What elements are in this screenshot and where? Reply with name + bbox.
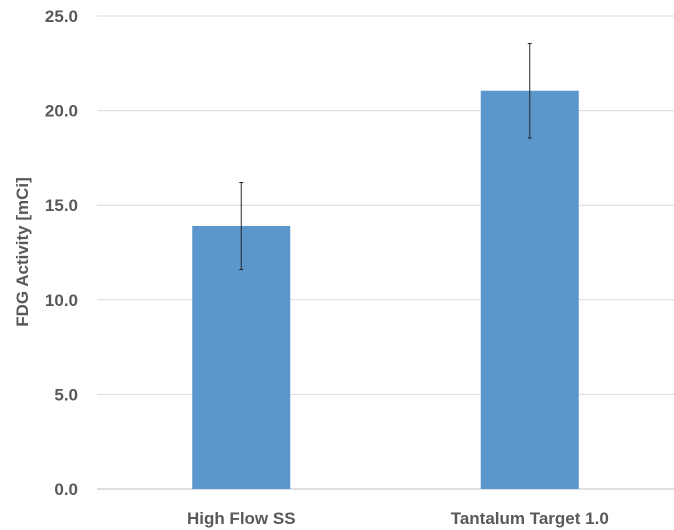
y-axis-ticks: 0.0 5.0 10.0 15.0 20.0 25.0 [45, 7, 78, 499]
x-tick-label: High Flow SS [187, 509, 296, 528]
bars [192, 90, 579, 489]
x-tick-label: Tantalum Target 1.0 [451, 509, 609, 528]
y-tick-label: 15.0 [45, 196, 78, 215]
y-axis-title: FDG Activity [mCi] [13, 177, 32, 327]
y-tick-label: 25.0 [45, 7, 78, 26]
error-bar [239, 181, 244, 271]
y-tick-label: 5.0 [54, 385, 78, 404]
gridlines [97, 15, 674, 490]
bar [480, 90, 579, 489]
y-tick-label: 20.0 [45, 102, 78, 121]
error-bar [527, 42, 532, 139]
y-tick-label: 10.0 [45, 291, 78, 310]
x-axis-ticks: High Flow SS Tantalum Target 1.0 [187, 509, 609, 528]
error-bars [239, 42, 532, 271]
y-tick-label: 0.0 [54, 480, 78, 499]
